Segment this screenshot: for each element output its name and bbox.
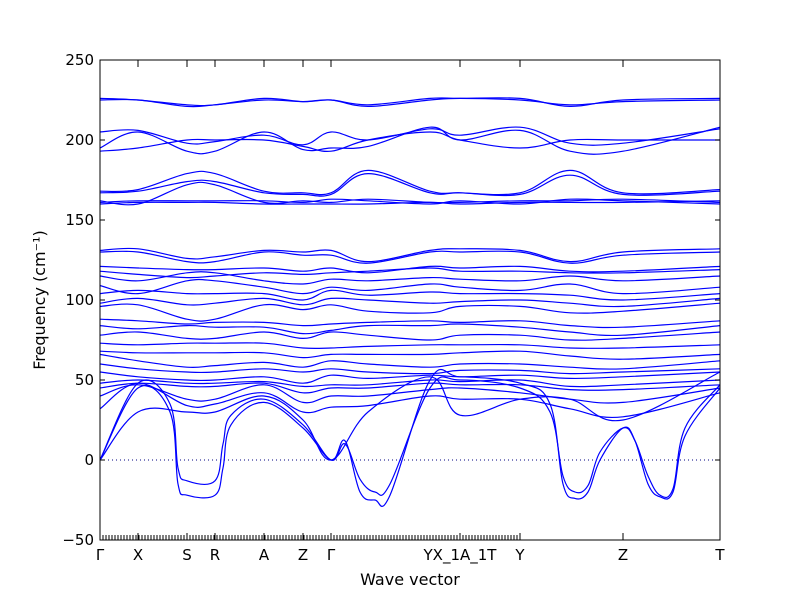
band-line-32 (100, 368, 720, 507)
band-line-25 (100, 363, 720, 375)
band-line-9 (100, 200, 720, 205)
band-line-6 (100, 172, 720, 197)
band-line-1 (100, 97, 720, 108)
x-tick-label: R (210, 546, 220, 564)
band-line-4 (100, 131, 720, 153)
band-line-5 (100, 169, 720, 196)
band-line-2 (100, 126, 720, 146)
band-line-19 (100, 318, 720, 329)
y-tick-label: −50 (62, 531, 94, 549)
y-tick-label: 0 (84, 451, 94, 469)
band-line-17 (100, 297, 720, 308)
x-tick-label: T (714, 546, 725, 564)
band-line-30 (100, 382, 720, 419)
band-line-23 (100, 350, 720, 360)
plot-frame (99, 59, 721, 541)
band-line-10 (100, 247, 720, 263)
x-tick-label: Γ (327, 546, 336, 564)
band-line-18 (100, 302, 720, 322)
plot-area (100, 97, 720, 507)
x-tick-label: X (133, 546, 143, 564)
band-line-15 (100, 278, 720, 295)
band-line-3 (100, 126, 720, 155)
axis-ticks: −50 0 50 100 150 200 250 Γ X S R A Z Γ YX_1A_1T Y Z T (62, 51, 725, 565)
band-line-24 (100, 353, 720, 370)
x-tick-label: A (259, 546, 270, 564)
x-tick-label: Γ (96, 546, 105, 564)
band-line-21 (100, 331, 720, 341)
band-line-22 (100, 342, 720, 350)
x-tick-label: Z (618, 546, 628, 564)
x-tick-label: Z (298, 546, 308, 564)
band-line-8 (100, 198, 720, 205)
band-line-33 (100, 371, 720, 461)
band-line-28 (100, 382, 720, 394)
band-line-14 (100, 271, 720, 285)
x-tick-label: YX_1A_1T (423, 546, 498, 565)
x-axis-title: Wave vector (360, 570, 460, 589)
y-tick-label: 200 (65, 131, 94, 149)
y-axis-title: Frequency (cm⁻¹) (30, 230, 49, 369)
x-tick-label: S (182, 546, 192, 564)
y-tick-label: 150 (65, 211, 94, 229)
band-line-20 (100, 323, 720, 337)
band-line-16 (100, 289, 720, 301)
y-tick-label: 50 (75, 371, 94, 389)
band-line-0 (100, 97, 720, 108)
band-line-26 (100, 371, 720, 384)
band-line-11 (100, 250, 720, 264)
y-tick-label: 250 (65, 51, 94, 69)
band-line-27 (100, 379, 720, 388)
x-tick-label: Y (514, 546, 525, 564)
y-tick-label: 100 (65, 291, 94, 309)
band-line-13 (100, 267, 720, 279)
